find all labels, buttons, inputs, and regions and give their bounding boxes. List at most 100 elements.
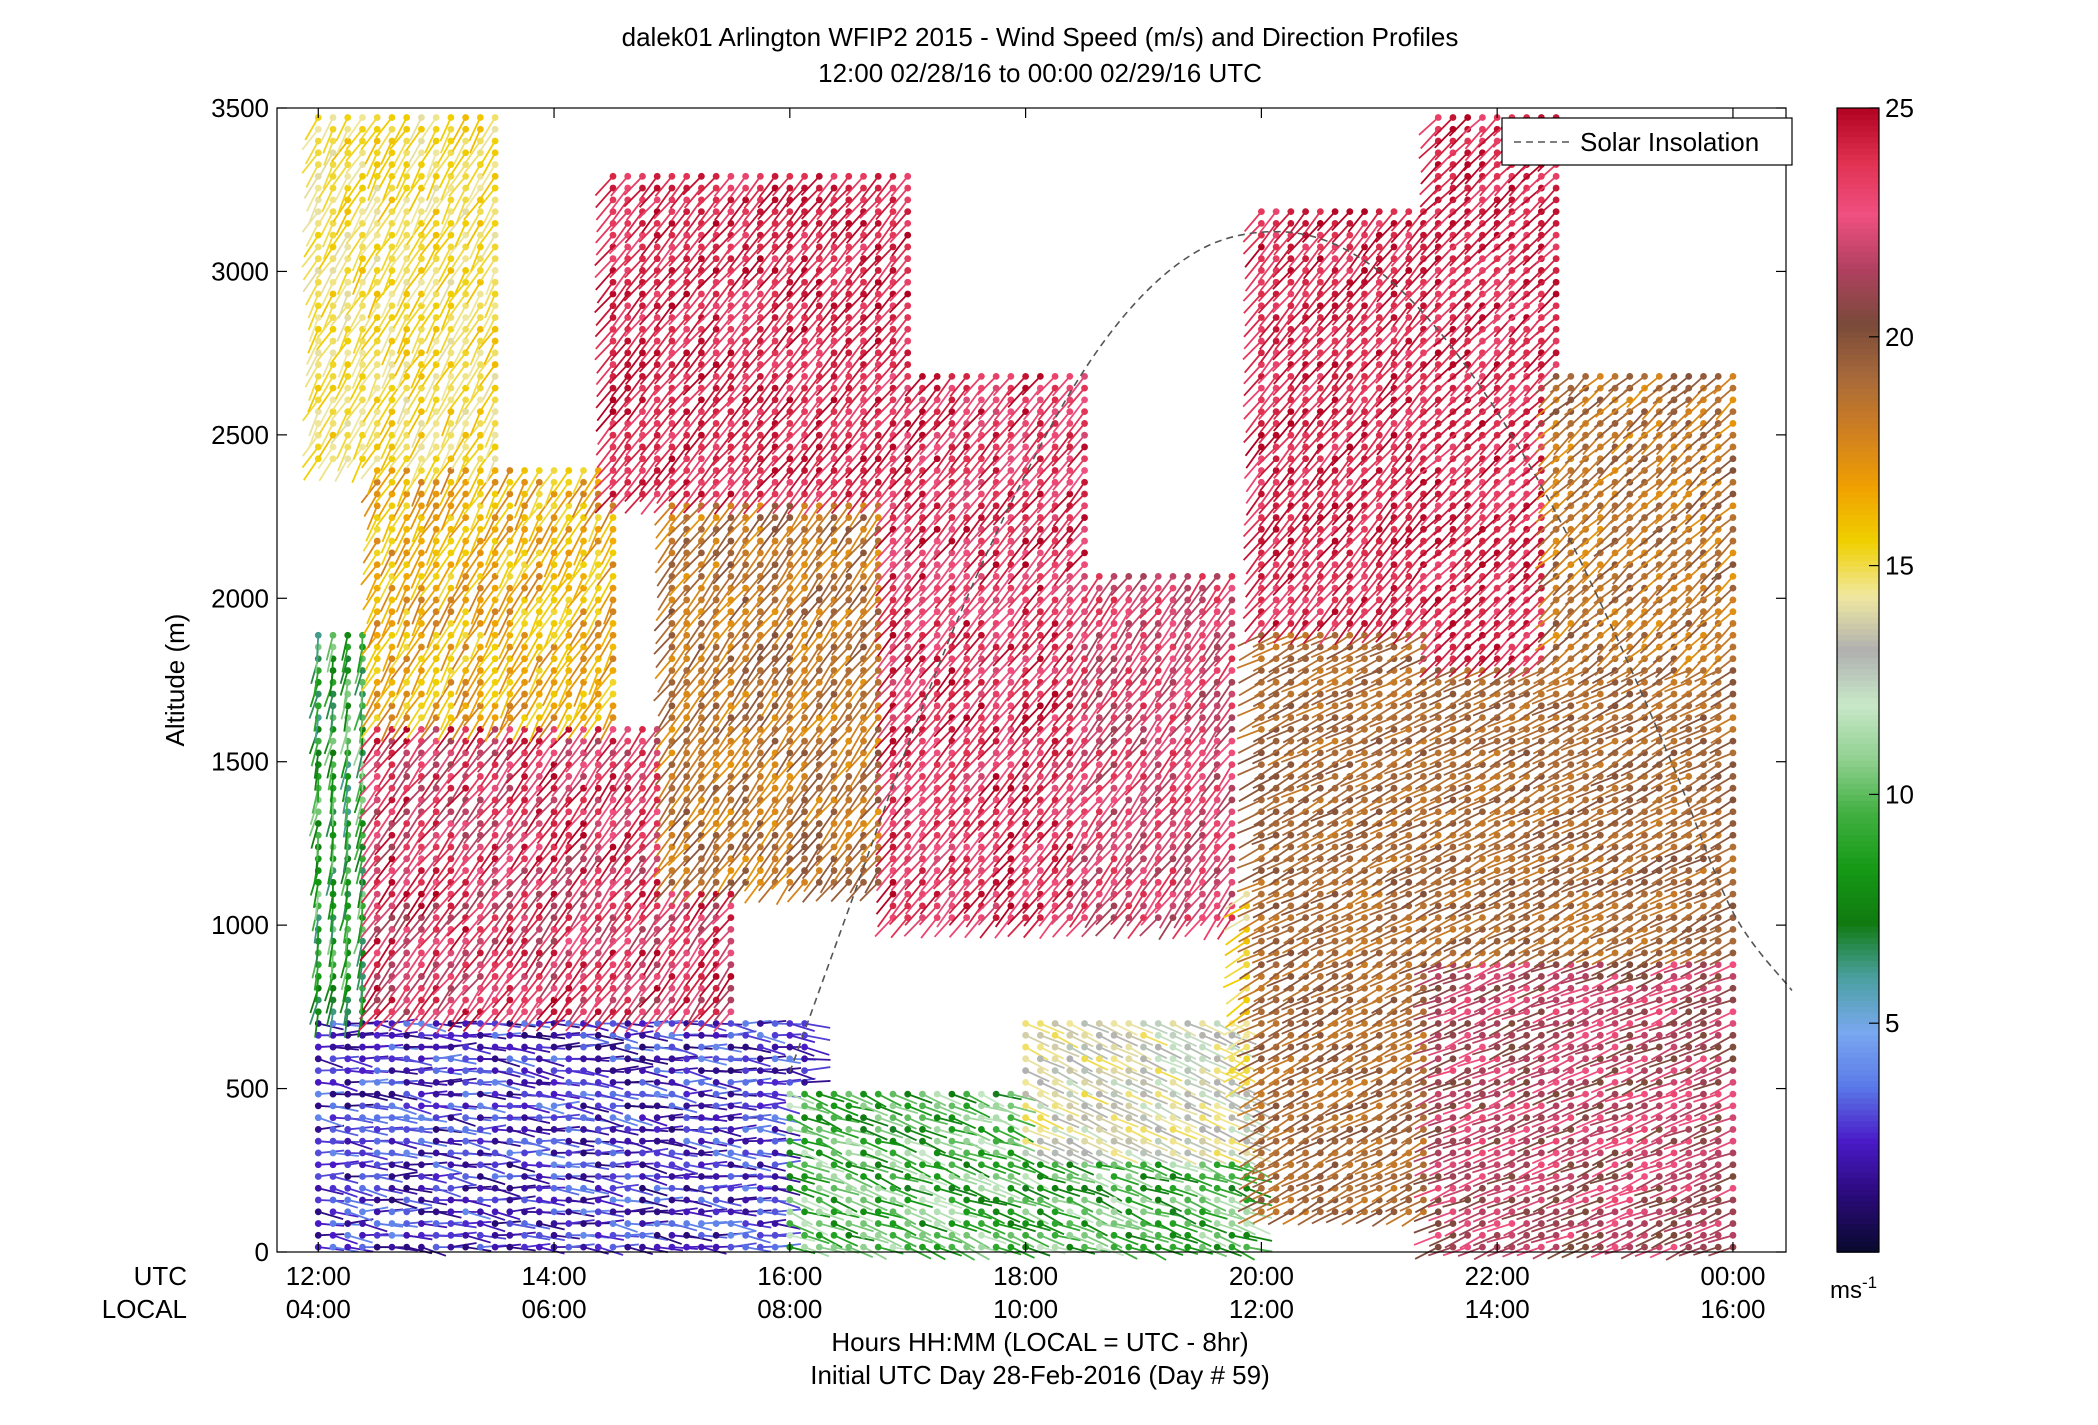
wind-barb-dot (506, 1008, 514, 1016)
wind-barb-dot (344, 243, 352, 251)
wind-barb-dot (506, 937, 514, 945)
wind-barb-stem (347, 1210, 373, 1222)
wind-barb-dot (344, 1126, 352, 1133)
wind-barb-dot (476, 1220, 484, 1227)
wind-barb-dot (506, 855, 514, 863)
wind-barb-dot (609, 796, 617, 804)
wind-barb-dot (314, 196, 322, 204)
wind-barb-dot (344, 396, 352, 404)
wind-barb-stem (301, 246, 319, 268)
wind-barb-stem (303, 175, 320, 199)
wind-barb-stem (353, 787, 364, 814)
wind-barb-dot (432, 1043, 440, 1051)
wind-barb-dot (727, 843, 735, 851)
wind-barb-dot (491, 1043, 499, 1051)
wind-barb-dot (388, 1184, 396, 1192)
wind-barb-dot (712, 1008, 720, 1016)
wind-barb-dot (580, 1220, 587, 1227)
wind-barb-dot (388, 267, 396, 274)
wind-barb-dot (476, 408, 484, 416)
wind-barb-dot (447, 1220, 455, 1227)
wind-barb-dot (594, 1126, 602, 1133)
wind-barb-dot (506, 914, 514, 922)
wind-barb-dot (698, 878, 705, 886)
wind-barb-dot (550, 773, 558, 780)
wind-barb-dot (403, 631, 411, 639)
wind-barb-dot (594, 549, 602, 557)
wind-barb-stem (305, 164, 320, 189)
wind-barb-stem (355, 752, 364, 779)
wind-barb-stem (341, 776, 349, 803)
wind-barb-dot (727, 1173, 735, 1180)
wind-barb-dot (668, 1137, 676, 1145)
wind-barb-stem (344, 882, 349, 909)
wind-barb-dot (329, 1196, 337, 1204)
wind-barb-dot (403, 878, 411, 886)
wind-barb-dot (506, 549, 514, 557)
wind-barb-dot (565, 667, 573, 674)
wind-barb-stem (341, 646, 349, 673)
wind-barb-dot (359, 1090, 366, 1098)
wind-barb-stem (313, 705, 320, 732)
wind-barb-dot (432, 1126, 440, 1133)
wind-barb-dot (344, 914, 352, 922)
wind-barb-dot (594, 1184, 602, 1192)
wind-barb-stem (342, 917, 349, 944)
wind-barb-dot (314, 1090, 322, 1098)
wind-barb-dot (418, 372, 425, 380)
wind-barb-dot (653, 431, 661, 439)
wind-barb-dot (609, 643, 617, 651)
wind-barb-dot (432, 396, 440, 404)
wind-barb-dot (653, 1043, 661, 1051)
wind-barb-dot (580, 631, 587, 639)
wind-barb-dot (639, 1173, 646, 1180)
wind-barb-dot (727, 961, 735, 969)
wind-barb-dot (432, 1020, 440, 1027)
wind-barb-dot (609, 737, 617, 745)
wind-barb-dot (491, 267, 499, 274)
wind-barb-dot (565, 467, 573, 474)
wind-barb-dot (594, 1208, 602, 1216)
wind-barb-dot (580, 608, 587, 616)
wind-barb-dot (506, 1067, 514, 1074)
wind-barb-stem (360, 870, 364, 897)
wind-barb-dot (491, 372, 499, 380)
wind-barb-dot (683, 902, 691, 910)
wind-barb-dot (432, 549, 440, 557)
wind-barb-dot (447, 478, 455, 486)
wind-barb-dot (653, 1090, 661, 1098)
wind-barb-dot (624, 1208, 632, 1216)
wind-barb-dot (727, 1020, 735, 1027)
wind-barb-dot (403, 231, 411, 239)
wind-barb-dot (698, 1184, 705, 1192)
wind-barb-dot (329, 1114, 337, 1122)
wind-barb-dot (314, 372, 322, 380)
wind-barb-dot (609, 1231, 617, 1239)
wind-barb-stem (356, 940, 364, 967)
wind-barb-dot (565, 1220, 573, 1227)
wind-barb-dot (668, 1102, 676, 1110)
wind-barb-dot (580, 655, 587, 663)
wind-barb-stem (326, 646, 334, 673)
wind-barb-dot (712, 1114, 720, 1122)
wind-barb-dot (403, 372, 411, 380)
wind-barb-dot (476, 302, 484, 310)
wind-barb-dot (698, 1220, 705, 1227)
wind-barb-dot (506, 1220, 514, 1227)
wind-barb-dot (624, 867, 632, 874)
wind-barb-stem (336, 128, 349, 154)
wind-barb-dot (344, 1078, 352, 1086)
wind-barb-dot (683, 867, 691, 874)
wind-barb-dot (653, 467, 661, 474)
wind-barb-dot (535, 1220, 543, 1227)
wind-barb-dot (403, 219, 411, 227)
wind-barb-dot (476, 1231, 484, 1239)
wind-barb-dot (359, 361, 366, 368)
wind-barb-dot (668, 1043, 676, 1051)
wind-barb-dot (565, 1067, 573, 1074)
wind-barb-dot (373, 890, 381, 898)
wind-barb-dot (373, 196, 381, 204)
wind-barb-dot (506, 1173, 514, 1180)
wind-barb-stem (307, 305, 320, 331)
wind-barb-dot (373, 678, 381, 686)
